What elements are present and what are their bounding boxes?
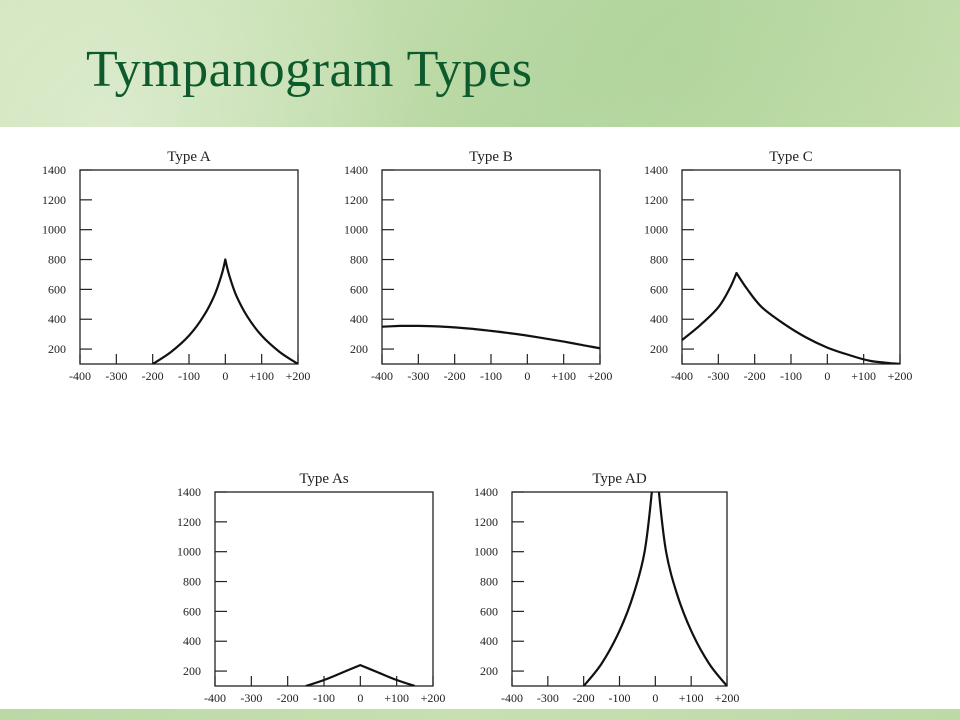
x-tick-label: -400 — [501, 691, 523, 705]
y-tick-label: 600 — [183, 604, 201, 618]
y-tick-label: 1200 — [42, 193, 66, 207]
y-tick-label: 200 — [183, 664, 201, 678]
y-tick-label: 400 — [650, 312, 668, 326]
chart-title: Type As — [299, 471, 349, 487]
y-tick-label: 400 — [48, 312, 66, 326]
y-tick-label: 1400 — [177, 485, 201, 499]
x-tick-label: -300 — [240, 691, 262, 705]
x-tick-label: -400 — [371, 369, 393, 383]
y-tick-label: 800 — [183, 575, 201, 589]
series-line — [382, 324, 600, 350]
y-tick-label: 1000 — [177, 545, 201, 559]
x-tick-label: -300 — [537, 691, 559, 705]
x-tick-label: +200 — [588, 369, 613, 383]
y-tick-label: 600 — [480, 604, 498, 618]
x-tick-label: -200 — [142, 369, 164, 383]
series-line — [152, 258, 298, 364]
chart-2: Type B 200 400 600 800 1000 1200 1400 -400 -300 -2… — [344, 149, 612, 383]
y-tick-label: 1400 — [42, 163, 66, 177]
plot-frame — [681, 169, 901, 365]
y-tick-label: 200 — [48, 342, 66, 356]
y-tick-label: 200 — [480, 664, 498, 678]
x-tick-label: -100 — [780, 369, 802, 383]
series-line — [682, 271, 900, 364]
chart-4: Type As 200 400 600 800 1000 1200 1400 -400 -300 -… — [177, 471, 445, 705]
x-tick-label: -400 — [69, 369, 91, 383]
y-tick-label: 800 — [650, 253, 668, 267]
plot-frame — [381, 169, 601, 365]
x-tick-label: +100 — [551, 369, 576, 383]
x-tick-label: -100 — [313, 691, 335, 705]
y-tick-label: 800 — [350, 253, 368, 267]
x-tick-label: -200 — [573, 691, 595, 705]
y-tick-label: 1000 — [474, 545, 498, 559]
x-tick-label: +200 — [286, 369, 311, 383]
y-tick-label: 1400 — [474, 485, 498, 499]
chart-title: Type AD — [592, 471, 647, 487]
y-tick-label: 600 — [48, 282, 66, 296]
tympanogram-charts: Type A 200 400 600 800 1000 1200 1400 -400 -300 -2… — [42, 149, 912, 705]
x-tick-label: -300 — [707, 369, 729, 383]
y-tick-label: 200 — [650, 342, 668, 356]
x-tick-label: 0 — [652, 691, 658, 705]
x-tick-label: 0 — [524, 369, 530, 383]
x-tick-label: -100 — [480, 369, 502, 383]
x-tick-label: 0 — [824, 369, 830, 383]
chart-title: Type C — [769, 149, 813, 165]
x-tick-label: -100 — [178, 369, 200, 383]
y-tick-label: 1000 — [42, 223, 66, 237]
plot-frame — [214, 491, 434, 687]
slide-title: Tympanogram Types — [86, 41, 533, 98]
chart-3: Type C 200 400 600 800 1000 1200 1400 -400 -300 -2… — [644, 149, 912, 383]
y-tick-label: 1000 — [344, 223, 368, 237]
x-tick-label: +100 — [679, 691, 704, 705]
series-line — [582, 492, 727, 686]
x-tick-label: 0 — [222, 369, 228, 383]
x-tick-label: -400 — [671, 369, 693, 383]
x-tick-label: +200 — [888, 369, 913, 383]
x-tick-label: -300 — [105, 369, 127, 383]
x-tick-label: +200 — [715, 691, 740, 705]
y-tick-label: 200 — [350, 342, 368, 356]
y-tick-label: 800 — [480, 575, 498, 589]
y-tick-label: 1200 — [644, 193, 668, 207]
x-tick-label: -200 — [277, 691, 299, 705]
y-tick-label: 1400 — [344, 163, 368, 177]
y-tick-label: 1000 — [644, 223, 668, 237]
chart-title: Type A — [167, 149, 211, 165]
x-tick-label: -400 — [204, 691, 226, 705]
charts-panel: Type A 200 400 600 800 1000 1200 1400 -400 -300 -2… — [0, 127, 960, 709]
x-tick-label: -200 — [444, 369, 466, 383]
y-tick-label: 600 — [350, 282, 368, 296]
x-tick-label: +100 — [384, 691, 409, 705]
y-tick-label: 1200 — [474, 515, 498, 529]
chart-title: Type B — [469, 149, 513, 165]
x-tick-label: +100 — [249, 369, 274, 383]
series-line — [305, 664, 416, 686]
x-tick-label: -200 — [744, 369, 766, 383]
x-tick-label: +100 — [851, 369, 876, 383]
x-tick-label: +200 — [421, 691, 446, 705]
y-tick-label: 800 — [48, 253, 66, 267]
y-tick-label: 400 — [480, 634, 498, 648]
y-tick-label: 1400 — [644, 163, 668, 177]
y-tick-label: 400 — [183, 634, 201, 648]
y-tick-label: 600 — [650, 282, 668, 296]
plot-frame — [511, 491, 728, 687]
x-tick-label: -100 — [609, 691, 631, 705]
y-tick-label: 400 — [350, 312, 368, 326]
y-tick-label: 1200 — [177, 515, 201, 529]
x-tick-label: -300 — [407, 369, 429, 383]
chart-1: Type A 200 400 600 800 1000 1200 1400 -400 -300 -2… — [42, 149, 310, 383]
y-tick-label: 1200 — [344, 193, 368, 207]
x-tick-label: 0 — [357, 691, 363, 705]
